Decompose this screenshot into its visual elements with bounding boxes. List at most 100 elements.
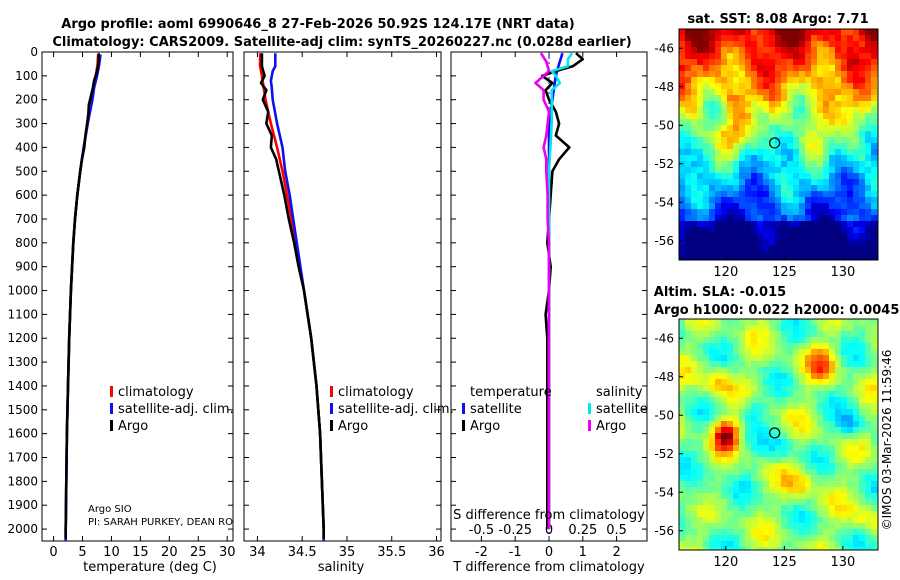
map-cell <box>829 475 836 482</box>
map-cell <box>853 47 860 54</box>
map-cell <box>829 523 836 530</box>
map-cell <box>751 77 758 84</box>
map-cell <box>805 397 812 404</box>
x-tick-label: 1 <box>579 545 587 560</box>
map-cell <box>799 95 806 102</box>
map-cell <box>793 541 800 548</box>
map-cell <box>709 463 716 470</box>
map-cell <box>715 469 722 476</box>
map-cell <box>763 385 770 392</box>
map-cell <box>763 71 770 78</box>
map-cell <box>697 191 704 198</box>
map-cell <box>775 463 782 470</box>
map-cell <box>769 523 776 530</box>
map-cell <box>811 523 818 530</box>
map-cell <box>835 173 842 180</box>
map-cell <box>733 319 740 326</box>
map-cell <box>859 373 866 380</box>
map-cell <box>781 197 788 204</box>
map-cell <box>751 167 758 174</box>
map-cell <box>823 53 830 60</box>
map-cell <box>823 179 830 186</box>
map-y-tick-label: -54 <box>654 485 674 499</box>
map-cell <box>775 409 782 416</box>
map-cell <box>865 227 872 234</box>
map-cell <box>793 143 800 150</box>
map-cell <box>715 95 722 102</box>
map-cell <box>733 481 740 488</box>
map-cell <box>847 373 854 380</box>
map-cell <box>817 373 824 380</box>
map-cell <box>871 65 878 72</box>
map-cell <box>841 257 848 260</box>
map-cell <box>721 415 728 422</box>
map-cell <box>733 457 740 464</box>
map-cell <box>703 41 710 48</box>
map-cell <box>799 239 806 246</box>
map-cell <box>787 125 794 132</box>
map-cell <box>793 367 800 374</box>
map-cell <box>781 83 788 90</box>
map-cell <box>841 457 848 464</box>
map-cell <box>715 445 722 452</box>
map-cell <box>769 35 776 42</box>
map-cell <box>703 203 710 210</box>
map-cell <box>835 355 842 362</box>
map-cell <box>775 523 782 530</box>
map-cell <box>823 29 830 36</box>
map-cell <box>685 343 692 350</box>
map-cell <box>775 29 782 36</box>
map-cell <box>871 161 878 168</box>
map-cell <box>691 233 698 240</box>
map-cell <box>817 35 824 42</box>
map-cell <box>781 343 788 350</box>
map-cell <box>829 143 836 150</box>
map-cell <box>847 113 854 120</box>
map-cell <box>853 131 860 138</box>
map-cell <box>769 427 776 434</box>
map-cell <box>751 191 758 198</box>
map-cell <box>841 209 848 216</box>
map-cell <box>709 433 716 440</box>
map-cell <box>733 403 740 410</box>
map-cell <box>715 149 722 156</box>
map-cell <box>715 209 722 216</box>
map-cell <box>859 65 866 72</box>
map-cell <box>793 245 800 252</box>
map-cell <box>871 385 878 392</box>
map-cell <box>793 35 800 42</box>
map-cell <box>775 101 782 108</box>
map-cell <box>697 433 704 440</box>
map-cell <box>703 65 710 72</box>
map-cell <box>817 137 824 144</box>
map-cell <box>697 331 704 338</box>
map-cell <box>841 325 848 332</box>
map-cell <box>703 343 710 350</box>
map-cell <box>739 541 746 548</box>
map-cell <box>733 47 740 54</box>
map-cell <box>865 523 872 530</box>
map-cell <box>811 29 818 36</box>
map-cell <box>709 379 716 386</box>
map-cell <box>817 535 824 542</box>
map-cell <box>841 47 848 54</box>
map-cell <box>787 167 794 174</box>
map-cell <box>769 331 776 338</box>
map-cell <box>781 409 788 416</box>
map-cell <box>823 71 830 78</box>
map-cell <box>751 173 758 180</box>
map-cell <box>835 161 842 168</box>
map-cell <box>745 535 752 542</box>
map-cell <box>709 517 716 524</box>
map-cell <box>751 415 758 422</box>
map-cell <box>697 463 704 470</box>
map-cell <box>745 167 752 174</box>
map-cell <box>799 257 806 260</box>
map-cell <box>805 487 812 494</box>
map-cell <box>865 355 872 362</box>
map-cell <box>787 173 794 180</box>
map-cell <box>763 83 770 90</box>
map-cell <box>733 409 740 416</box>
map-cell <box>817 155 824 162</box>
map-cell <box>697 457 704 464</box>
